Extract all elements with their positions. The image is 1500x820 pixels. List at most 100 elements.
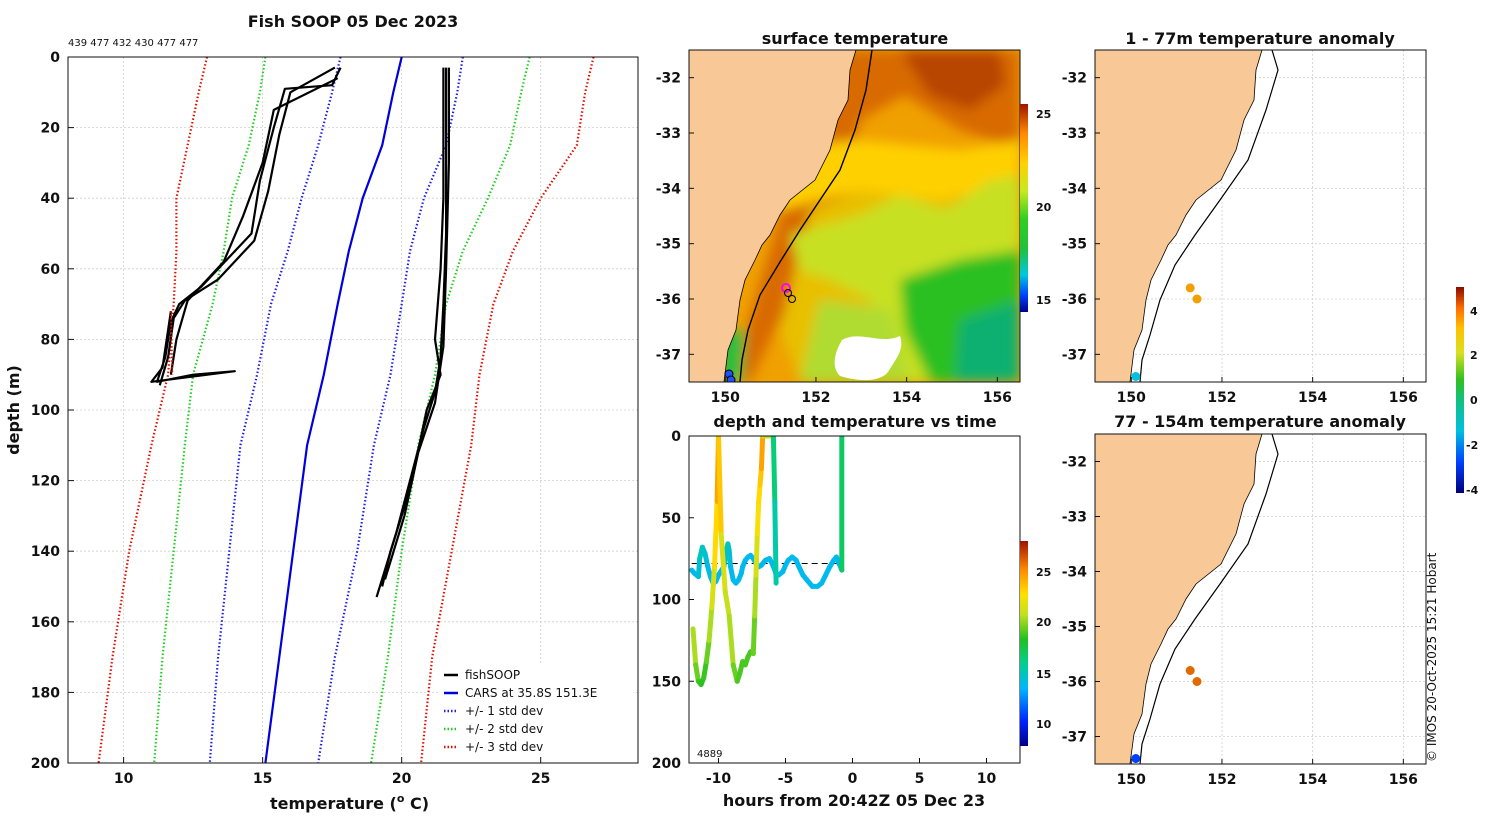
map-tick-label-x: 154 bbox=[1298, 390, 1327, 406]
time-id-label: 4889 bbox=[697, 749, 722, 760]
map-tick-label-x: 156 bbox=[1389, 772, 1418, 788]
sst-colorbar-tick: 20 bbox=[1036, 201, 1052, 214]
profile-series-std1 bbox=[208, 57, 342, 763]
sst-colorbar-tick: 15 bbox=[1036, 294, 1051, 307]
time-track-segment bbox=[770, 436, 778, 504]
anomaly-deep-ticks: 150 152 154 156 -32 -33 -34 -35 -36 -37 bbox=[1062, 455, 1418, 789]
anomaly-shallow-land bbox=[1095, 50, 1263, 382]
time-tick-label-y: 0 bbox=[671, 429, 681, 445]
map-tick-label-x: 154 bbox=[892, 390, 921, 406]
profile-tick-label-y: 20 bbox=[41, 121, 61, 137]
time-tick-label-x: 5 bbox=[915, 771, 925, 787]
time-tick-label-x: -5 bbox=[778, 771, 794, 787]
time-track-segment bbox=[726, 613, 736, 668]
profile-series-std3 bbox=[97, 57, 209, 763]
time-track-segment bbox=[718, 531, 728, 594]
map-tick-label-y: -37 bbox=[656, 347, 681, 363]
sst-sample-point-magenta bbox=[781, 283, 791, 293]
anomaly-deep-title: 77 - 154m temperature anomaly bbox=[1114, 412, 1406, 431]
time-tick-label-y: 50 bbox=[662, 511, 682, 527]
anomaly-point bbox=[1192, 294, 1202, 304]
sst-map bbox=[689, 50, 1020, 382]
time-tick-label-y: 150 bbox=[652, 674, 681, 690]
map-tick-label-x: 152 bbox=[801, 390, 830, 406]
profile-tick-label-y: 100 bbox=[31, 403, 60, 419]
map-tick-label-x: 152 bbox=[1207, 390, 1236, 406]
profile-series-std2 bbox=[370, 57, 531, 763]
map-tick-label-y: -35 bbox=[1062, 620, 1087, 636]
profile-series-std2 bbox=[153, 57, 267, 763]
time-colorbar-tick: 20 bbox=[1036, 616, 1052, 629]
profile-title: Fish SOOP 05 Dec 2023 bbox=[248, 12, 458, 31]
profile-tick-label-x: 25 bbox=[531, 771, 550, 787]
time-track-segment bbox=[693, 662, 701, 684]
anomaly-colorbar-tick: -2 bbox=[1466, 439, 1478, 452]
time-track-segment bbox=[772, 498, 779, 586]
map-tick-label-y: -33 bbox=[1062, 126, 1087, 142]
time-colorbar bbox=[1020, 541, 1028, 746]
anomaly-deep-frame bbox=[1094, 433, 1427, 765]
sst-land bbox=[689, 50, 857, 382]
map-tick-label-y: -34 bbox=[656, 181, 682, 197]
profile-series-fishsoop bbox=[158, 66, 336, 386]
time-track-segment bbox=[757, 466, 764, 488]
time-track-segment bbox=[701, 659, 709, 681]
legend-label-std1: +/- 1 std dev bbox=[465, 704, 543, 718]
anomaly-deep-land bbox=[1095, 434, 1263, 764]
map-tick-label-y: -35 bbox=[656, 237, 681, 253]
map-tick-label-y: -32 bbox=[1062, 71, 1087, 87]
profile-legend: fishSOOP CARS at 35.8S 151.3E +/- 1 std … bbox=[438, 664, 633, 756]
anomaly-colorbar-tick: 0 bbox=[1470, 394, 1478, 407]
time-colorbar-tick: 25 bbox=[1036, 566, 1051, 579]
time-tick-label-y: 100 bbox=[652, 593, 681, 609]
anomaly-point bbox=[1185, 666, 1195, 675]
sst-title: surface temperature bbox=[762, 29, 949, 48]
map-tick-label-y: -36 bbox=[1062, 675, 1087, 691]
anomaly-point bbox=[1192, 677, 1202, 686]
time-tick-label-y: 200 bbox=[652, 756, 681, 772]
map-tick-label-y: -33 bbox=[656, 126, 681, 142]
time-track-segment bbox=[712, 498, 720, 570]
anomaly-colorbar-tick: 4 bbox=[1470, 305, 1478, 318]
profile-tick-label-x: 10 bbox=[114, 771, 134, 787]
profile-ticks: 10 15 20 25 0 20 40 60 80 100 120 140 160 180 200 bbox=[31, 50, 551, 787]
anomaly-shallow-contour bbox=[1139, 50, 1279, 382]
anomaly-shallow-ticks: 150 152 154 156 -32 -33 -34 -35 -36 -37 bbox=[1062, 71, 1418, 406]
anomaly-deep-points bbox=[1131, 666, 1202, 763]
profile-tick-label-x: 15 bbox=[253, 771, 272, 787]
time-xlabel: hours from 20:42Z 05 Dec 23 bbox=[723, 791, 985, 810]
map-tick-label-y: -33 bbox=[1062, 510, 1087, 526]
map-tick-label-y: -35 bbox=[1062, 237, 1087, 253]
profile-grid bbox=[68, 56, 638, 764]
time-track-segment bbox=[754, 498, 762, 537]
sst-sample-point bbox=[788, 295, 796, 303]
time-tick-label-x: 10 bbox=[977, 771, 997, 787]
profile-tick-label-y: 80 bbox=[41, 332, 61, 348]
anomaly-shallow-points bbox=[1131, 283, 1202, 381]
profile-xlabel: temperature (o C) bbox=[270, 792, 429, 813]
map-tick-label-y: -36 bbox=[1062, 292, 1087, 308]
time-tick-label-x: 0 bbox=[848, 771, 858, 787]
time-track-segment bbox=[695, 556, 703, 580]
map-tick-label-x: 156 bbox=[983, 390, 1012, 406]
profile-tick-label-y: 120 bbox=[31, 474, 60, 490]
anomaly-colorbar bbox=[1456, 287, 1464, 493]
time-track-segment bbox=[709, 564, 717, 611]
profile-tick-label-y: 60 bbox=[41, 262, 61, 278]
sst-colorbar bbox=[1020, 104, 1028, 312]
time-track-segment bbox=[703, 637, 712, 665]
profile-ylabel: depth (m) bbox=[4, 365, 23, 455]
time-track-segment bbox=[753, 531, 760, 578]
profile-panel: Fish SOOP 05 Dec 2023 439 477 432 430 47… bbox=[4, 12, 639, 813]
time-colorbar-tick: 15 bbox=[1036, 668, 1051, 681]
profile-series-std3 bbox=[420, 57, 595, 763]
time-track-segment bbox=[752, 572, 759, 619]
legend-label-fishsoop: fishSOOP bbox=[465, 668, 520, 682]
anomaly-point bbox=[1131, 754, 1141, 763]
time-track-segment bbox=[722, 588, 732, 619]
profile-series-fishsoop bbox=[381, 67, 445, 587]
anomaly-colorbar-tick: -4 bbox=[1466, 484, 1479, 497]
sst-panel: surface temperature 150 bbox=[656, 29, 1052, 406]
